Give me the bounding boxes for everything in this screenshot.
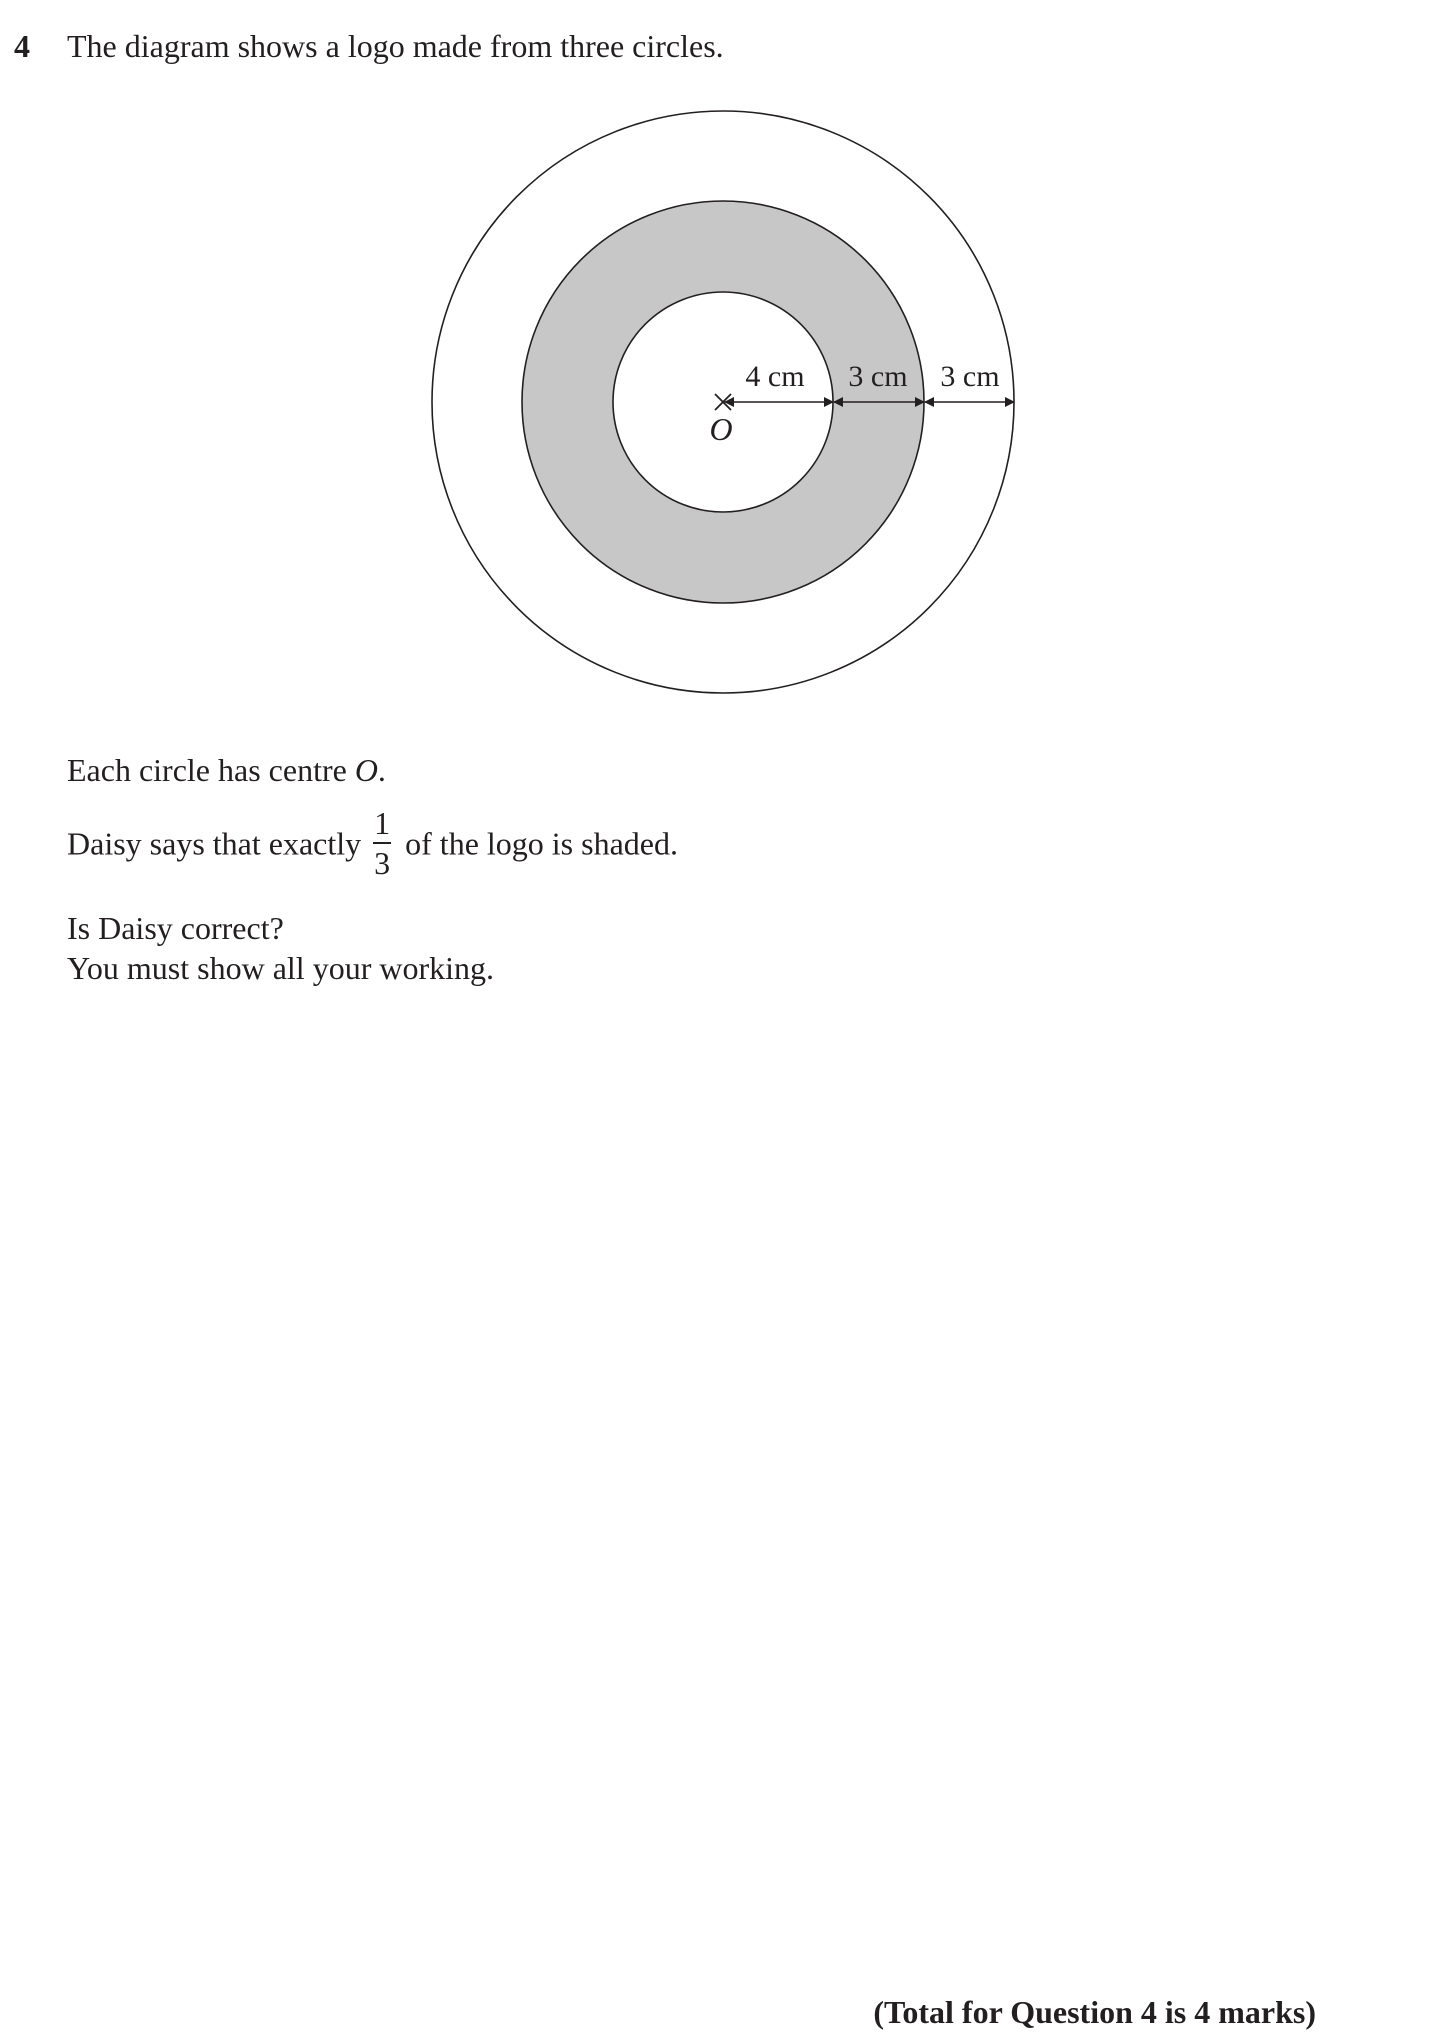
logo-diagram: O 4 cm 3 cm 3 cm — [431, 110, 1015, 694]
centre-statement-text: Each circle has centre — [67, 752, 355, 788]
daisy-claim-before: Daisy says that exactly — [67, 825, 362, 862]
total-marks: (Total for Question 4 is 4 marks) — [873, 1994, 1316, 2030]
question-intro: The diagram shows a logo made from three… — [67, 28, 724, 64]
centre-statement-symbol: O — [354, 752, 378, 788]
daisy-claim-after: of the logo is shaded. — [405, 825, 678, 862]
centre-statement: Each circle has centre O. — [67, 750, 386, 790]
centre-label: O — [709, 411, 732, 447]
question-prompt-line2: You must show all your working. — [67, 950, 494, 986]
question-number: 4 — [14, 28, 30, 64]
radius-label: 4 cm — [745, 360, 804, 393]
centre-statement-end: . — [377, 752, 386, 788]
daisy-claim: Daisy says that exactly 1 3 of the logo is … — [67, 806, 678, 884]
question-prompt-line1: Is Daisy correct? — [67, 910, 284, 946]
fraction-denominator: 3 — [374, 845, 391, 881]
middle-band-label: 3 cm — [848, 360, 907, 393]
centre-cross-icon — [714, 393, 732, 411]
fraction-numerator: 1 — [374, 805, 391, 841]
question-prompt: Is Daisy correct? You must show all your… — [67, 908, 494, 988]
outer-band-label: 3 cm — [940, 360, 999, 393]
fraction-bar — [373, 842, 392, 844]
